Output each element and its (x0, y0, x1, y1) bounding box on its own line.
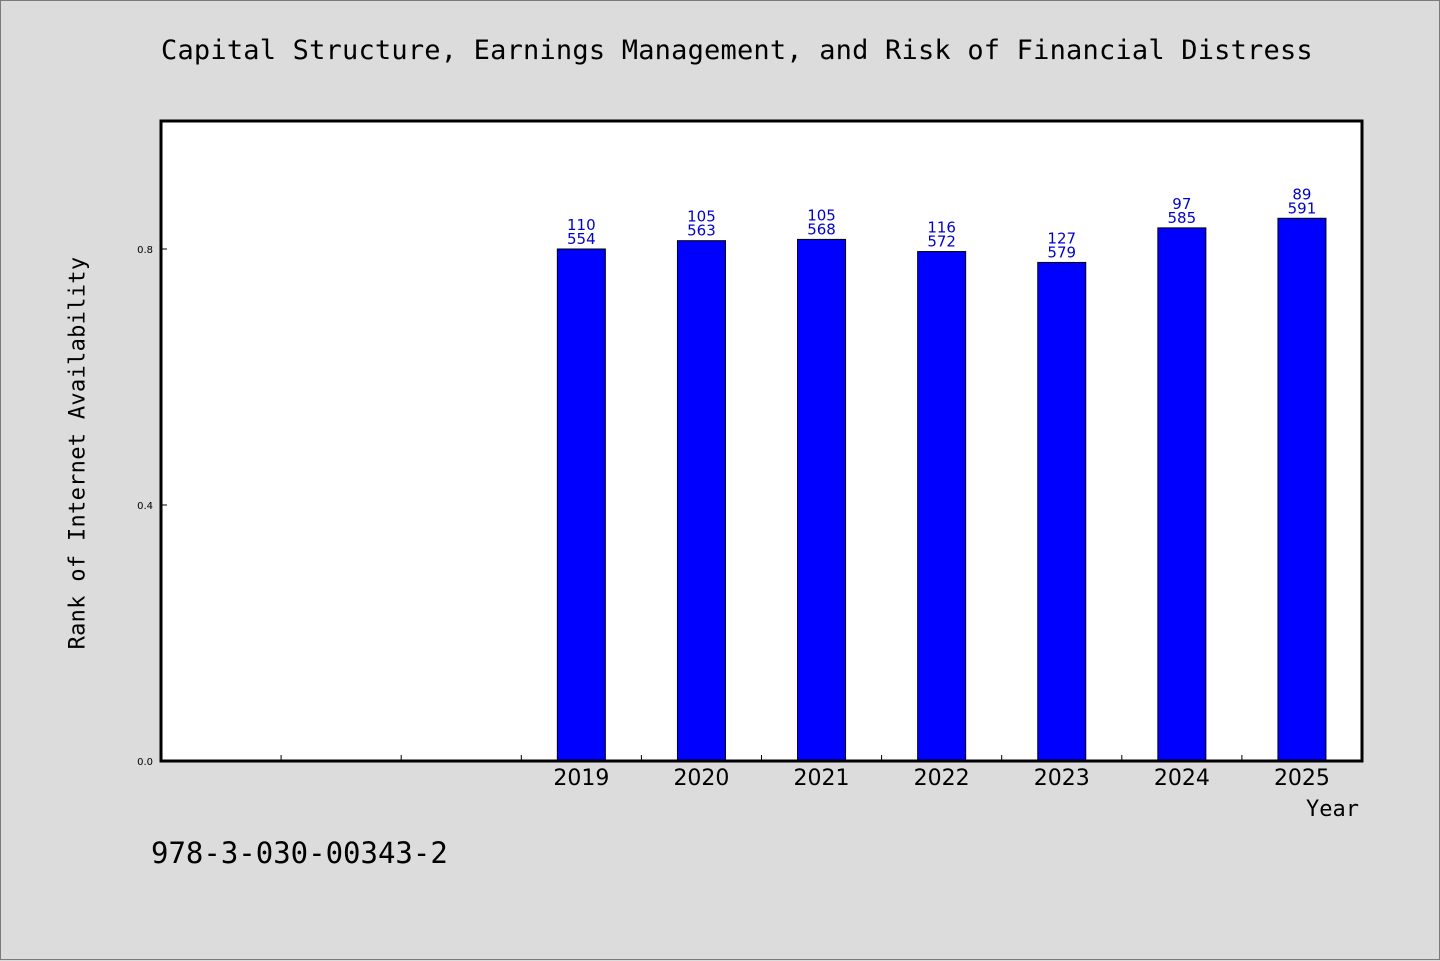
bar (676, 240, 726, 762)
bar-label-bottom: 563 (687, 222, 716, 240)
chart-title: Capital Structure, Earnings Management, … (161, 35, 1313, 66)
bar-label-top: 127 (1047, 229, 1076, 247)
bar-label-bottom: 568 (807, 220, 836, 238)
x-axis-label: Year (1306, 797, 1359, 822)
bar-label-top: 116 (927, 219, 956, 237)
y-tick-label: 0.4 (137, 501, 153, 512)
bar-label-bottom: 554 (567, 230, 596, 248)
bar (556, 248, 606, 762)
bar-label-bottom: 579 (1047, 243, 1076, 261)
plot-border (159, 119, 1364, 763)
x-tick-label: 2021 (794, 766, 850, 791)
bar (1277, 217, 1327, 762)
y-tick-label: 0.8 (137, 245, 153, 256)
x-tick-label: 2019 (553, 766, 609, 791)
bar (1037, 261, 1087, 762)
x-tick-label: 2025 (1274, 766, 1330, 791)
footer-code: 978-3-030-00343-2 (151, 836, 448, 870)
bar (1157, 227, 1207, 762)
y-tick-label: 0.0 (137, 757, 153, 768)
x-tick-label: 2022 (914, 766, 970, 791)
bar-label-bottom: 585 (1168, 209, 1197, 227)
bar-label-bottom: 591 (1288, 199, 1317, 217)
bar-label-top: 89 (1292, 185, 1311, 203)
bar-label-top: 97 (1172, 195, 1191, 213)
x-tick-label: 2020 (673, 766, 729, 791)
bar (797, 238, 847, 762)
bar-label-top: 110 (567, 216, 596, 234)
bar (917, 251, 967, 762)
bar-label-top: 105 (687, 208, 716, 226)
x-tick-label: 2023 (1034, 766, 1090, 791)
bar-label-top: 105 (807, 206, 836, 224)
bar-label-bottom: 572 (927, 233, 956, 251)
x-tick-label: 2024 (1154, 766, 1210, 791)
